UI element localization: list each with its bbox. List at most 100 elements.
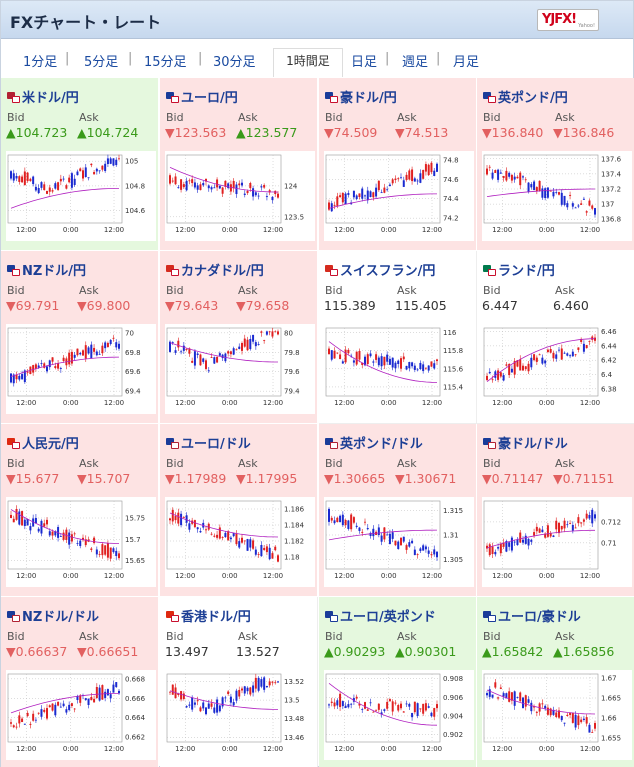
pair-name[interactable]: 豪ドル/円 xyxy=(325,87,397,106)
candle-body xyxy=(397,704,400,711)
price-chart[interactable]: 0.908 0.906 0.904 0.902 12:00 0:00 12:00 xyxy=(324,670,474,760)
tab-4[interactable]: 30分足 xyxy=(213,55,256,70)
pair-name[interactable]: 英ポンド/円 xyxy=(483,87,568,106)
pair-name[interactable]: 人民元/円 xyxy=(7,433,79,452)
candle-body xyxy=(54,183,57,189)
currency-panel[interactable]: ユーロ/ドル Bid Ask ▼1.17989 ▼1.17995 1.186 1.184 1.… xyxy=(160,424,318,597)
price-chart[interactable]: 1.186 1.184 1.182 1.18 12:00 0:00 12:00 xyxy=(165,497,315,587)
candle-body xyxy=(254,677,257,689)
tab-8[interactable]: 月足 xyxy=(453,55,480,70)
ask-label: Ask xyxy=(79,457,99,470)
price-chart[interactable]: 70 69.8 69.6 69.4 12:00 0:00 12:00 xyxy=(6,324,156,414)
currency-panel[interactable]: ランド/円 Bid Ask 6.447 6.460 6.46 6.44 6.42 6.4 6.38… xyxy=(477,251,634,424)
direction-arrow-icon: ▼ xyxy=(482,125,492,140)
pair-name[interactable]: ユーロ/豪ドル xyxy=(483,606,581,625)
currency-panel[interactable]: 英ポンド/円 Bid Ask ▼136.840 ▼136.846 137.6 137.4 13… xyxy=(477,78,634,251)
candle-body xyxy=(12,725,15,728)
candle-body xyxy=(246,190,249,194)
candle-body xyxy=(101,165,104,170)
candle-body xyxy=(577,347,580,350)
ask-label: Ask xyxy=(79,111,99,124)
pair-name[interactable]: ユーロ/ドル xyxy=(166,433,251,452)
price-chart[interactable]: 1.315 1.31 1.305 12:00 0:00 12:00 xyxy=(324,497,474,587)
price-chart[interactable]: 74.8 74.6 74.4 74.2 12:00 0:00 12:00 xyxy=(324,151,474,241)
y-tick-label: 115.4 xyxy=(443,383,464,391)
candle-body xyxy=(416,369,419,371)
currency-panel[interactable]: 豪ドル/円 Bid Ask ▼74.509 ▼74.513 74.8 74.6 74.4 74.… xyxy=(319,78,477,251)
pair-name[interactable]: 英ポンド/ドル xyxy=(325,433,423,452)
price-chart[interactable]: 6.46 6.44 6.42 6.4 6.38 12:00 0:00 12:00 xyxy=(482,324,632,414)
currency-panel[interactable]: カナダドル/円 Bid Ask ▼79.643 ▼79.658 80 79.8 79.6 79.… xyxy=(160,251,318,424)
bid-value: ▼15.677 xyxy=(6,471,59,486)
pair-name[interactable]: カナダドル/円 xyxy=(166,260,264,279)
candle-body xyxy=(328,508,330,522)
price-chart[interactable]: 137.6 137.4 137.2 137 136.8 12:00 0:00 12:00 xyxy=(482,151,632,241)
candle-body xyxy=(180,179,183,190)
y-tick-label: 1.66 xyxy=(601,715,617,723)
price-chart[interactable]: 116 115.8 115.6 115.4 12:00 0:00 12:00 xyxy=(324,324,474,414)
currency-panel[interactable]: 人民元/円 Bid Ask ▼15.677 ▼15.707 15.75 15.7 15.65 1… xyxy=(1,424,159,597)
price-chart[interactable]: 15.75 15.7 15.65 12:00 0:00 12:00 xyxy=(6,497,156,587)
bid-value-number: 13.497 xyxy=(165,644,209,659)
candle-body xyxy=(558,710,560,718)
candle-body xyxy=(205,360,207,369)
candle-body xyxy=(436,704,438,709)
currency-panel[interactable]: 香港ドル/円 Bid Ask 13.497 13.527 13.52 13.5 13.48 13… xyxy=(160,597,318,767)
currency-panel[interactable]: ユーロ/豪ドル Bid Ask ▲1.65842 ▲1.65856 1.67 1.665 1.… xyxy=(477,597,634,767)
candle-body xyxy=(10,171,12,179)
candle-body xyxy=(339,515,342,523)
pair-name[interactable]: 豪ドル/ドル xyxy=(483,433,568,452)
ask-value-number: 15.707 xyxy=(86,471,131,486)
candle-body xyxy=(508,691,511,702)
candle-body xyxy=(191,697,194,710)
price-chart[interactable]: 1.67 1.665 1.66 1.655 12:00 0:00 12:00 xyxy=(482,670,632,760)
bid-value: ▲1.65842 xyxy=(482,644,543,659)
candle-body xyxy=(377,180,380,191)
tab-1[interactable]: 1分足 xyxy=(23,55,58,70)
candle-body xyxy=(552,352,555,359)
bid-value: ▼1.30665 xyxy=(324,471,385,486)
currency-panel[interactable]: ユーロ/英ポンド Bid Ask ▲0.90293 ▲0.90301 0.908 0.906… xyxy=(319,597,477,767)
yjfx-logo[interactable]: YJFX! Yahoo! xyxy=(537,9,599,31)
tab-7[interactable]: 週足 xyxy=(402,55,429,70)
currency-panel[interactable]: NZドル/ドル Bid Ask ▼0.66637 ▼0.66651 0.668 0.666 0… xyxy=(1,597,159,767)
candle-body xyxy=(560,715,563,721)
candle-body xyxy=(205,707,207,715)
tab-5[interactable]: 1時間足 xyxy=(273,48,343,77)
pair-label: 香港ドル/円 xyxy=(181,610,251,625)
candle-body xyxy=(416,703,419,716)
ask-value: ▼1.30671 xyxy=(395,471,456,486)
pair-name[interactable]: スイスフラン/円 xyxy=(325,260,435,279)
currency-panel[interactable]: 英ポンド/ドル Bid Ask ▼1.30665 ▼1.30671 1.315 1.31 1.… xyxy=(319,424,477,597)
price-chart[interactable]: 0.712 0.71 12:00 0:00 12:00 xyxy=(482,497,632,587)
tab-3[interactable]: 15分足 xyxy=(144,55,187,70)
currency-panel[interactable]: 豪ドル/ドル Bid Ask ▼0.71147 ▼0.71151 0.712 0.71 12:… xyxy=(477,424,634,597)
pair-name[interactable]: ユーロ/円 xyxy=(166,87,238,106)
x-tick-label: 12:00 xyxy=(492,399,512,407)
pair-name[interactable]: ランド/円 xyxy=(483,260,555,279)
candle-body xyxy=(355,195,358,200)
pair-name[interactable]: 米ドル/円 xyxy=(7,87,79,106)
candle-body xyxy=(185,706,188,708)
candle-body xyxy=(76,543,79,544)
currency-panel[interactable]: NZドル/円 Bid Ask ▼69.791 ▼69.800 70 69.8 69.6 69.4… xyxy=(1,251,159,424)
pair-name[interactable]: NZドル/ドル xyxy=(7,606,99,625)
candle-body xyxy=(486,168,488,175)
pair-name[interactable]: 香港ドル/円 xyxy=(166,606,251,625)
tab-2[interactable]: 5分足 xyxy=(84,55,119,70)
y-tick-label: 6.4 xyxy=(601,371,613,379)
price-chart[interactable]: 105 104.8 104.6 12:00 0:00 12:00 xyxy=(6,151,156,241)
candle-body xyxy=(574,714,577,728)
direction-arrow-icon: ▼ xyxy=(165,125,175,140)
tab-6[interactable]: 日足 xyxy=(351,55,378,70)
price-chart[interactable]: 124 123.5 12:00 0:00 12:00 xyxy=(165,151,315,241)
pair-name[interactable]: ユーロ/英ポンド xyxy=(325,606,436,625)
pair-name[interactable]: NZドル/円 xyxy=(7,260,86,279)
price-chart[interactable]: 0.668 0.666 0.664 0.662 12:00 0:00 12:00 xyxy=(6,670,156,760)
currency-panel[interactable]: スイスフラン/円 Bid Ask 115.389 115.405 116 115.8 115.… xyxy=(319,251,477,424)
currency-panel[interactable]: 米ドル/円 Bid Ask ▲104.723 ▲104.724 105 104.8 104.6… xyxy=(1,78,159,251)
candle-body xyxy=(10,373,12,383)
currency-panel[interactable]: ユーロ/円 Bid Ask ▼123.563 ▲123.577 124 123.5 12:00… xyxy=(160,78,318,251)
price-chart[interactable]: 13.52 13.5 13.48 13.46 12:00 0:00 12:00 xyxy=(165,670,315,760)
price-chart[interactable]: 80 79.8 79.6 79.4 12:00 0:00 12:00 xyxy=(165,324,315,414)
